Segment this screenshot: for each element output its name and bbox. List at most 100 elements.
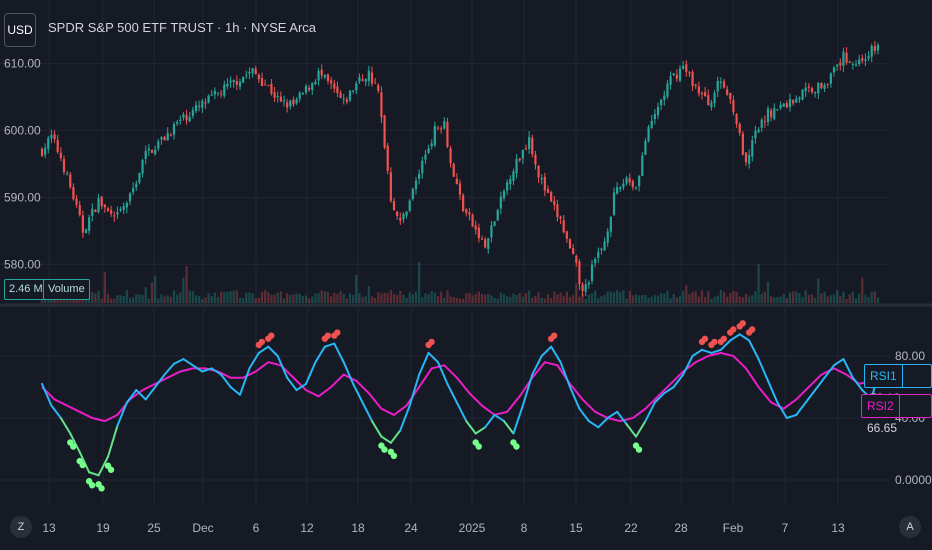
volume-bar xyxy=(458,298,462,303)
volume-bar xyxy=(358,293,361,303)
candle-body xyxy=(553,200,556,206)
volume-bar xyxy=(870,291,873,303)
zoom-button[interactable]: Z xyxy=(10,516,32,538)
candle-body xyxy=(201,100,204,108)
rsi1-line-segment xyxy=(380,435,392,444)
volume-bar xyxy=(166,295,169,303)
volume-bar xyxy=(226,291,229,303)
volume-bar xyxy=(88,297,91,303)
currency-button[interactable]: USD xyxy=(4,13,36,47)
time-axis-label: 6 xyxy=(253,521,260,535)
candle-body xyxy=(622,183,625,188)
candle-body xyxy=(144,150,147,159)
volume-bar xyxy=(160,294,163,303)
volume-bar xyxy=(814,297,817,303)
rsi1-line-segment xyxy=(107,424,119,458)
volume-bar xyxy=(330,296,333,303)
volume-bar xyxy=(700,290,704,303)
price-axis[interactable]: 610.00 600.00 590.00 580.00 xyxy=(4,56,41,271)
rsi-lines xyxy=(41,333,879,477)
rsi1-line-segment xyxy=(833,358,845,367)
candle-body xyxy=(810,88,814,93)
candle-body xyxy=(361,79,364,81)
time-axis-label: 12 xyxy=(300,521,314,535)
volume-bar xyxy=(820,293,823,303)
candle-body xyxy=(276,95,279,97)
candle-body xyxy=(113,215,116,217)
candle-body xyxy=(430,143,433,147)
volume-bar xyxy=(418,262,421,303)
volume-bar xyxy=(770,296,773,303)
candle-body xyxy=(358,77,361,82)
volume-bar xyxy=(741,297,744,303)
candle-body xyxy=(845,52,848,63)
candle-body xyxy=(738,124,741,133)
volume-bar xyxy=(691,291,694,303)
candle-body xyxy=(537,165,540,178)
volume-bar xyxy=(751,295,754,303)
volume-bar xyxy=(147,298,150,303)
volume-bar xyxy=(748,296,751,303)
candle-body xyxy=(389,172,392,201)
time-axis-label: 13 xyxy=(42,521,56,535)
candle-body xyxy=(188,116,191,122)
rsi1-line-segment xyxy=(569,386,581,410)
candle-body xyxy=(342,98,345,100)
rsi1-line-segment xyxy=(191,364,204,373)
time-axis-label: Dec xyxy=(192,521,213,535)
candle-body xyxy=(257,74,260,80)
rsi1-line-segment xyxy=(135,389,147,401)
candle-body xyxy=(854,64,858,66)
grid-lines xyxy=(0,0,932,505)
volume-bar xyxy=(534,295,537,303)
rsi1-line-segment xyxy=(804,389,817,404)
oversold-dot xyxy=(475,443,482,450)
candle-body xyxy=(213,90,216,95)
rsi1-line-segment xyxy=(248,351,260,370)
volume-bar xyxy=(521,296,524,303)
volume-bar xyxy=(562,295,565,303)
overbought-dot xyxy=(268,332,275,339)
symbol-title[interactable]: SPDR S&P 500 ETF TRUST · 1h · NYSE Arca xyxy=(48,20,317,35)
rsi1-line-segment xyxy=(163,362,175,376)
candle-body xyxy=(392,201,396,211)
volume-bar xyxy=(729,293,732,303)
time-axis-label: 8 xyxy=(521,521,528,535)
candle-body xyxy=(452,163,455,177)
candle-body xyxy=(493,221,496,226)
volume-bar xyxy=(675,297,678,303)
candle-body xyxy=(182,114,185,118)
rsi1-line-segment xyxy=(531,355,543,376)
volume-bar xyxy=(455,298,458,303)
candle-body xyxy=(700,93,704,95)
volume-bar xyxy=(556,294,559,303)
candle-body xyxy=(729,92,732,100)
candle-body xyxy=(396,211,399,216)
auto-scale-button[interactable]: A xyxy=(899,516,921,538)
candle-body xyxy=(59,152,62,158)
candle-body xyxy=(267,85,270,87)
volume-bar xyxy=(732,290,735,303)
candle-body xyxy=(663,95,666,100)
rsi1-line-segment xyxy=(389,429,402,444)
volume-bar xyxy=(50,297,53,303)
rsi1-line-segment xyxy=(738,333,751,342)
volume-bar xyxy=(421,297,424,303)
rsi1-line-segment xyxy=(333,342,345,364)
candle-body xyxy=(62,158,66,172)
volume-label-tag[interactable]: Volume xyxy=(43,279,90,300)
rsi1-line-segment xyxy=(842,358,854,379)
time-axis[interactable]: 13 19 25 Dec 6 12 18 24 2025 8 15 22 28 Feb 7 13 xyxy=(42,521,845,535)
volume-bar xyxy=(550,298,553,303)
rsi1-line-segment xyxy=(682,355,694,376)
oversold-dot xyxy=(70,443,77,450)
volume-bar xyxy=(216,296,220,303)
volume-bar xyxy=(399,290,402,303)
candle-body xyxy=(242,76,245,83)
volume-bar xyxy=(436,296,440,303)
rsi1-line-segment xyxy=(239,367,251,396)
rsi1-line-segment xyxy=(748,339,760,361)
volume-bar xyxy=(308,298,311,303)
